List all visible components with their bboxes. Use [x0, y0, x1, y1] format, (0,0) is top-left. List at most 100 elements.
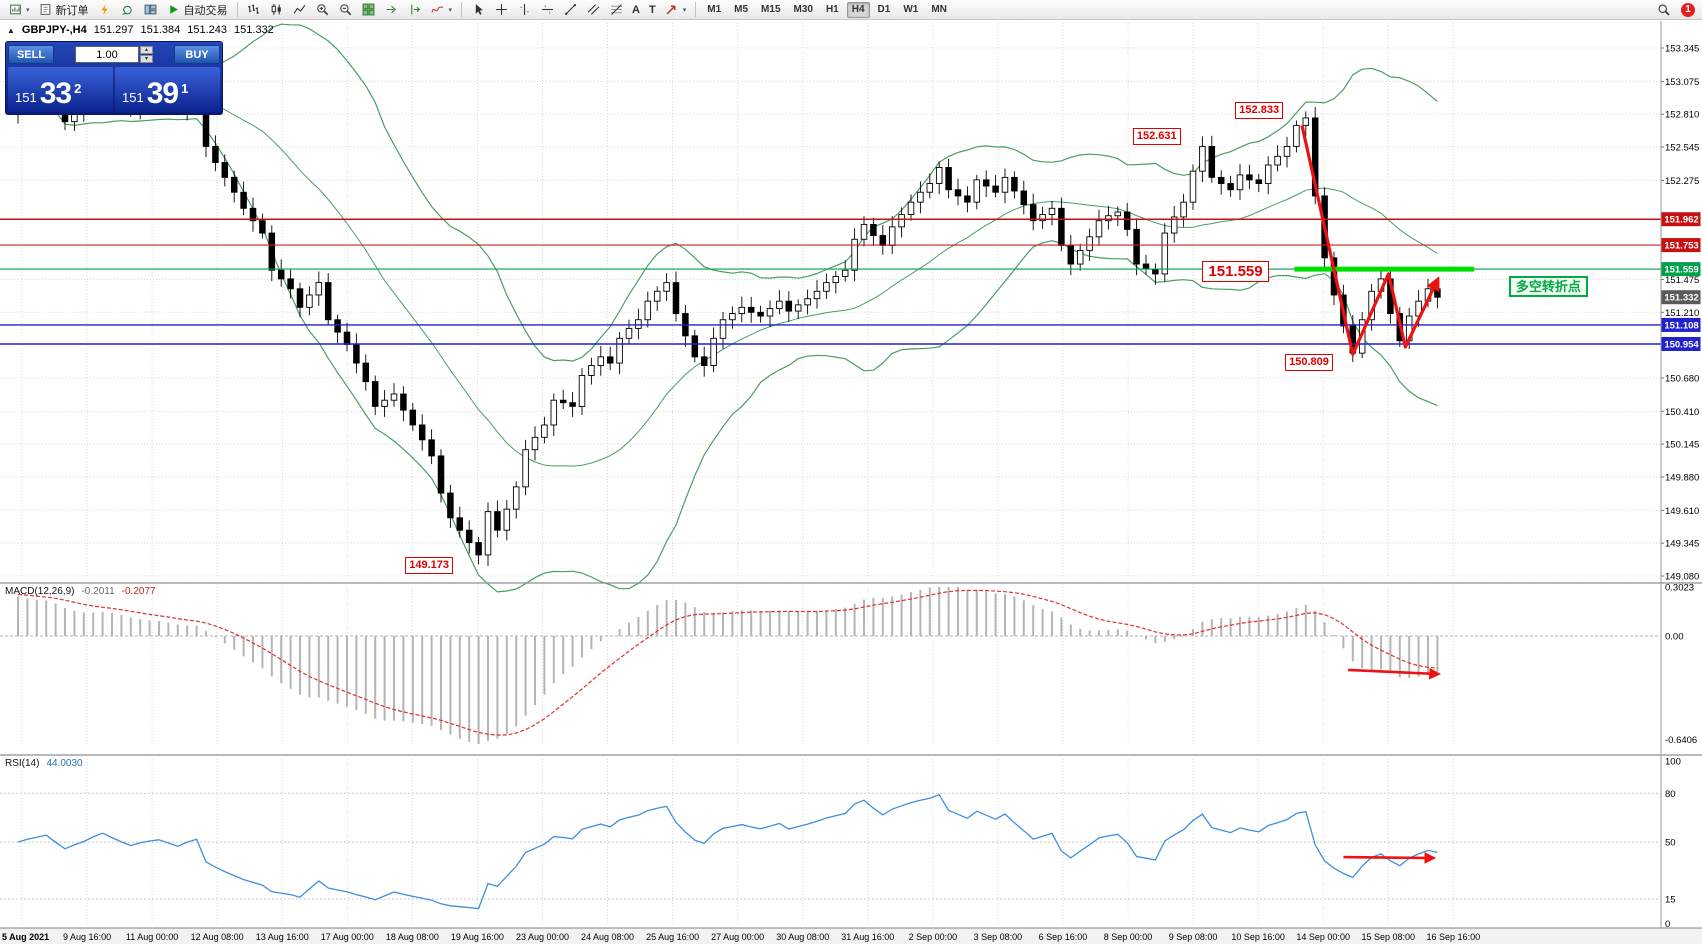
label-button[interactable]: T: [645, 1, 660, 18]
timeframe-m15-button[interactable]: M15: [756, 2, 785, 18]
turning-point-label[interactable]: 多空转折点: [1508, 276, 1588, 298]
notification-badge[interactable]: 1: [1681, 2, 1695, 17]
candle: [1283, 145, 1291, 157]
buy-button[interactable]: BUY: [174, 45, 220, 64]
candle: [1302, 117, 1310, 126]
candle: [823, 282, 830, 292]
candle: [1152, 268, 1159, 275]
volume-up-button[interactable]: ▴: [140, 46, 153, 54]
timeframe-m1-button[interactable]: M1: [702, 2, 726, 18]
timeframe-m5-button[interactable]: M5: [729, 2, 753, 18]
candle: [390, 393, 398, 401]
price-annotation-label[interactable]: 150.809: [1285, 353, 1333, 371]
layouts-button[interactable]: [140, 1, 162, 18]
zoom-in-button[interactable]: [312, 1, 334, 18]
candle: [776, 300, 783, 310]
linechart-button[interactable]: [289, 1, 311, 18]
macd-scale-label: 0.3023: [1665, 583, 1694, 594]
time-axis[interactable]: [0, 928, 1702, 944]
candle: [522, 449, 529, 488]
price-annotation-label[interactable]: 149.173: [405, 556, 454, 574]
lightning-button[interactable]: [94, 1, 116, 18]
timeframe-mn-button[interactable]: MN: [926, 2, 952, 18]
candle: [1039, 214, 1046, 222]
price-tick-label: 149.610: [1665, 506, 1699, 517]
new-chart-button[interactable]: ▾: [4, 1, 34, 18]
timeframe-w1-button[interactable]: W1: [898, 2, 923, 18]
zoom-out-button[interactable]: [335, 1, 357, 18]
bid-prefix: 151: [15, 90, 37, 105]
candle: [221, 162, 229, 178]
timeframe-h4-button[interactable]: H4: [846, 1, 870, 18]
search-button[interactable]: [1652, 1, 1674, 18]
price-annotation-label[interactable]: 151.559: [1202, 260, 1269, 282]
candle: [1011, 176, 1018, 192]
candle: [230, 176, 238, 193]
volume-down-button[interactable]: ▾: [140, 55, 153, 63]
symbol-label: GBPJPY-,H4: [21, 24, 87, 36]
autotrade-button[interactable]: 自动交易: [163, 1, 232, 18]
candle: [296, 288, 304, 308]
volume-input[interactable]: [75, 46, 139, 63]
arrows-button[interactable]: ▾: [661, 1, 691, 18]
candle: [1133, 228, 1140, 265]
price-annotation-label[interactable]: 152.833: [1235, 102, 1284, 120]
macd-trend-arrow[interactable]: [1348, 667, 1441, 680]
time-axis-label: 17 Aug 00:00: [321, 932, 374, 942]
price-annotation-label[interactable]: 152.631: [1132, 128, 1181, 146]
text-button[interactable]: A: [628, 1, 644, 18]
time-axis-label: 18 Aug 08:00: [386, 932, 439, 942]
candle: [935, 167, 943, 185]
one-click-trading-widget: SELL ▴ ▾ BUY 151 33 2 151 39 1: [5, 41, 223, 115]
new-order-button[interactable]: 新订单: [35, 1, 93, 18]
rsi-line: [17, 793, 1438, 910]
collapse-icon[interactable]: ▲: [7, 25, 15, 35]
candle: [954, 189, 962, 197]
new-order-icon: [39, 3, 53, 17]
candle: [362, 362, 370, 383]
candle: [484, 511, 492, 556]
candle: [1170, 216, 1178, 234]
sell-price-panel[interactable]: 151 33 2: [8, 67, 113, 112]
search-icon: [1656, 3, 1670, 17]
buy-price-panel[interactable]: 151 39 1: [115, 67, 220, 112]
candle: [324, 282, 332, 321]
candle: [259, 220, 266, 234]
candle: [1029, 204, 1037, 222]
chart-area[interactable]: [0, 21, 1661, 928]
candle: [371, 381, 379, 407]
chart-shift-button[interactable]: [404, 1, 426, 18]
vline-button[interactable]: [513, 1, 535, 18]
macd-scale-label: -0.6406: [1665, 735, 1697, 746]
fibonacci-button[interactable]: [605, 1, 627, 18]
volume-spinner: ▴ ▾: [140, 46, 153, 63]
price-badge: [1661, 238, 1701, 253]
crosshair-button[interactable]: [490, 1, 512, 18]
rsi-trend-arrow[interactable]: [1343, 852, 1437, 864]
bars-button[interactable]: [243, 1, 265, 18]
channel-button[interactable]: [582, 1, 604, 18]
tile-windows-button[interactable]: [358, 1, 380, 18]
indicators-button[interactable]: ▾: [427, 1, 457, 18]
candle: [1236, 174, 1244, 191]
trend-zigzag-arrow[interactable]: [1300, 125, 1440, 356]
rsi-label: RSI(14) 44.0030: [5, 758, 83, 769]
layouts-icon: [144, 3, 158, 17]
candles-button[interactable]: [266, 1, 288, 18]
refresh-button[interactable]: [117, 1, 139, 18]
candle: [973, 179, 981, 203]
timeframe-h1-button[interactable]: H1: [821, 2, 844, 18]
time-axis-label: 14 Sep 00:00: [1296, 932, 1350, 942]
timeframe-d1-button[interactable]: D1: [873, 2, 896, 18]
price-badge: [1661, 262, 1701, 277]
timeframe-m30-button[interactable]: M30: [789, 2, 818, 18]
dropdown-caret-icon: ▾: [26, 6, 30, 14]
trendline-button[interactable]: [559, 1, 581, 18]
sell-button[interactable]: SELL: [8, 45, 54, 64]
cursor-button[interactable]: [467, 1, 489, 18]
crosshair-icon: [494, 3, 508, 17]
auto-scroll-button[interactable]: [381, 1, 403, 18]
hline-button[interactable]: [536, 1, 558, 18]
price-tick-label: 150.145: [1665, 440, 1699, 451]
macd-signal-line: [17, 589, 1438, 736]
